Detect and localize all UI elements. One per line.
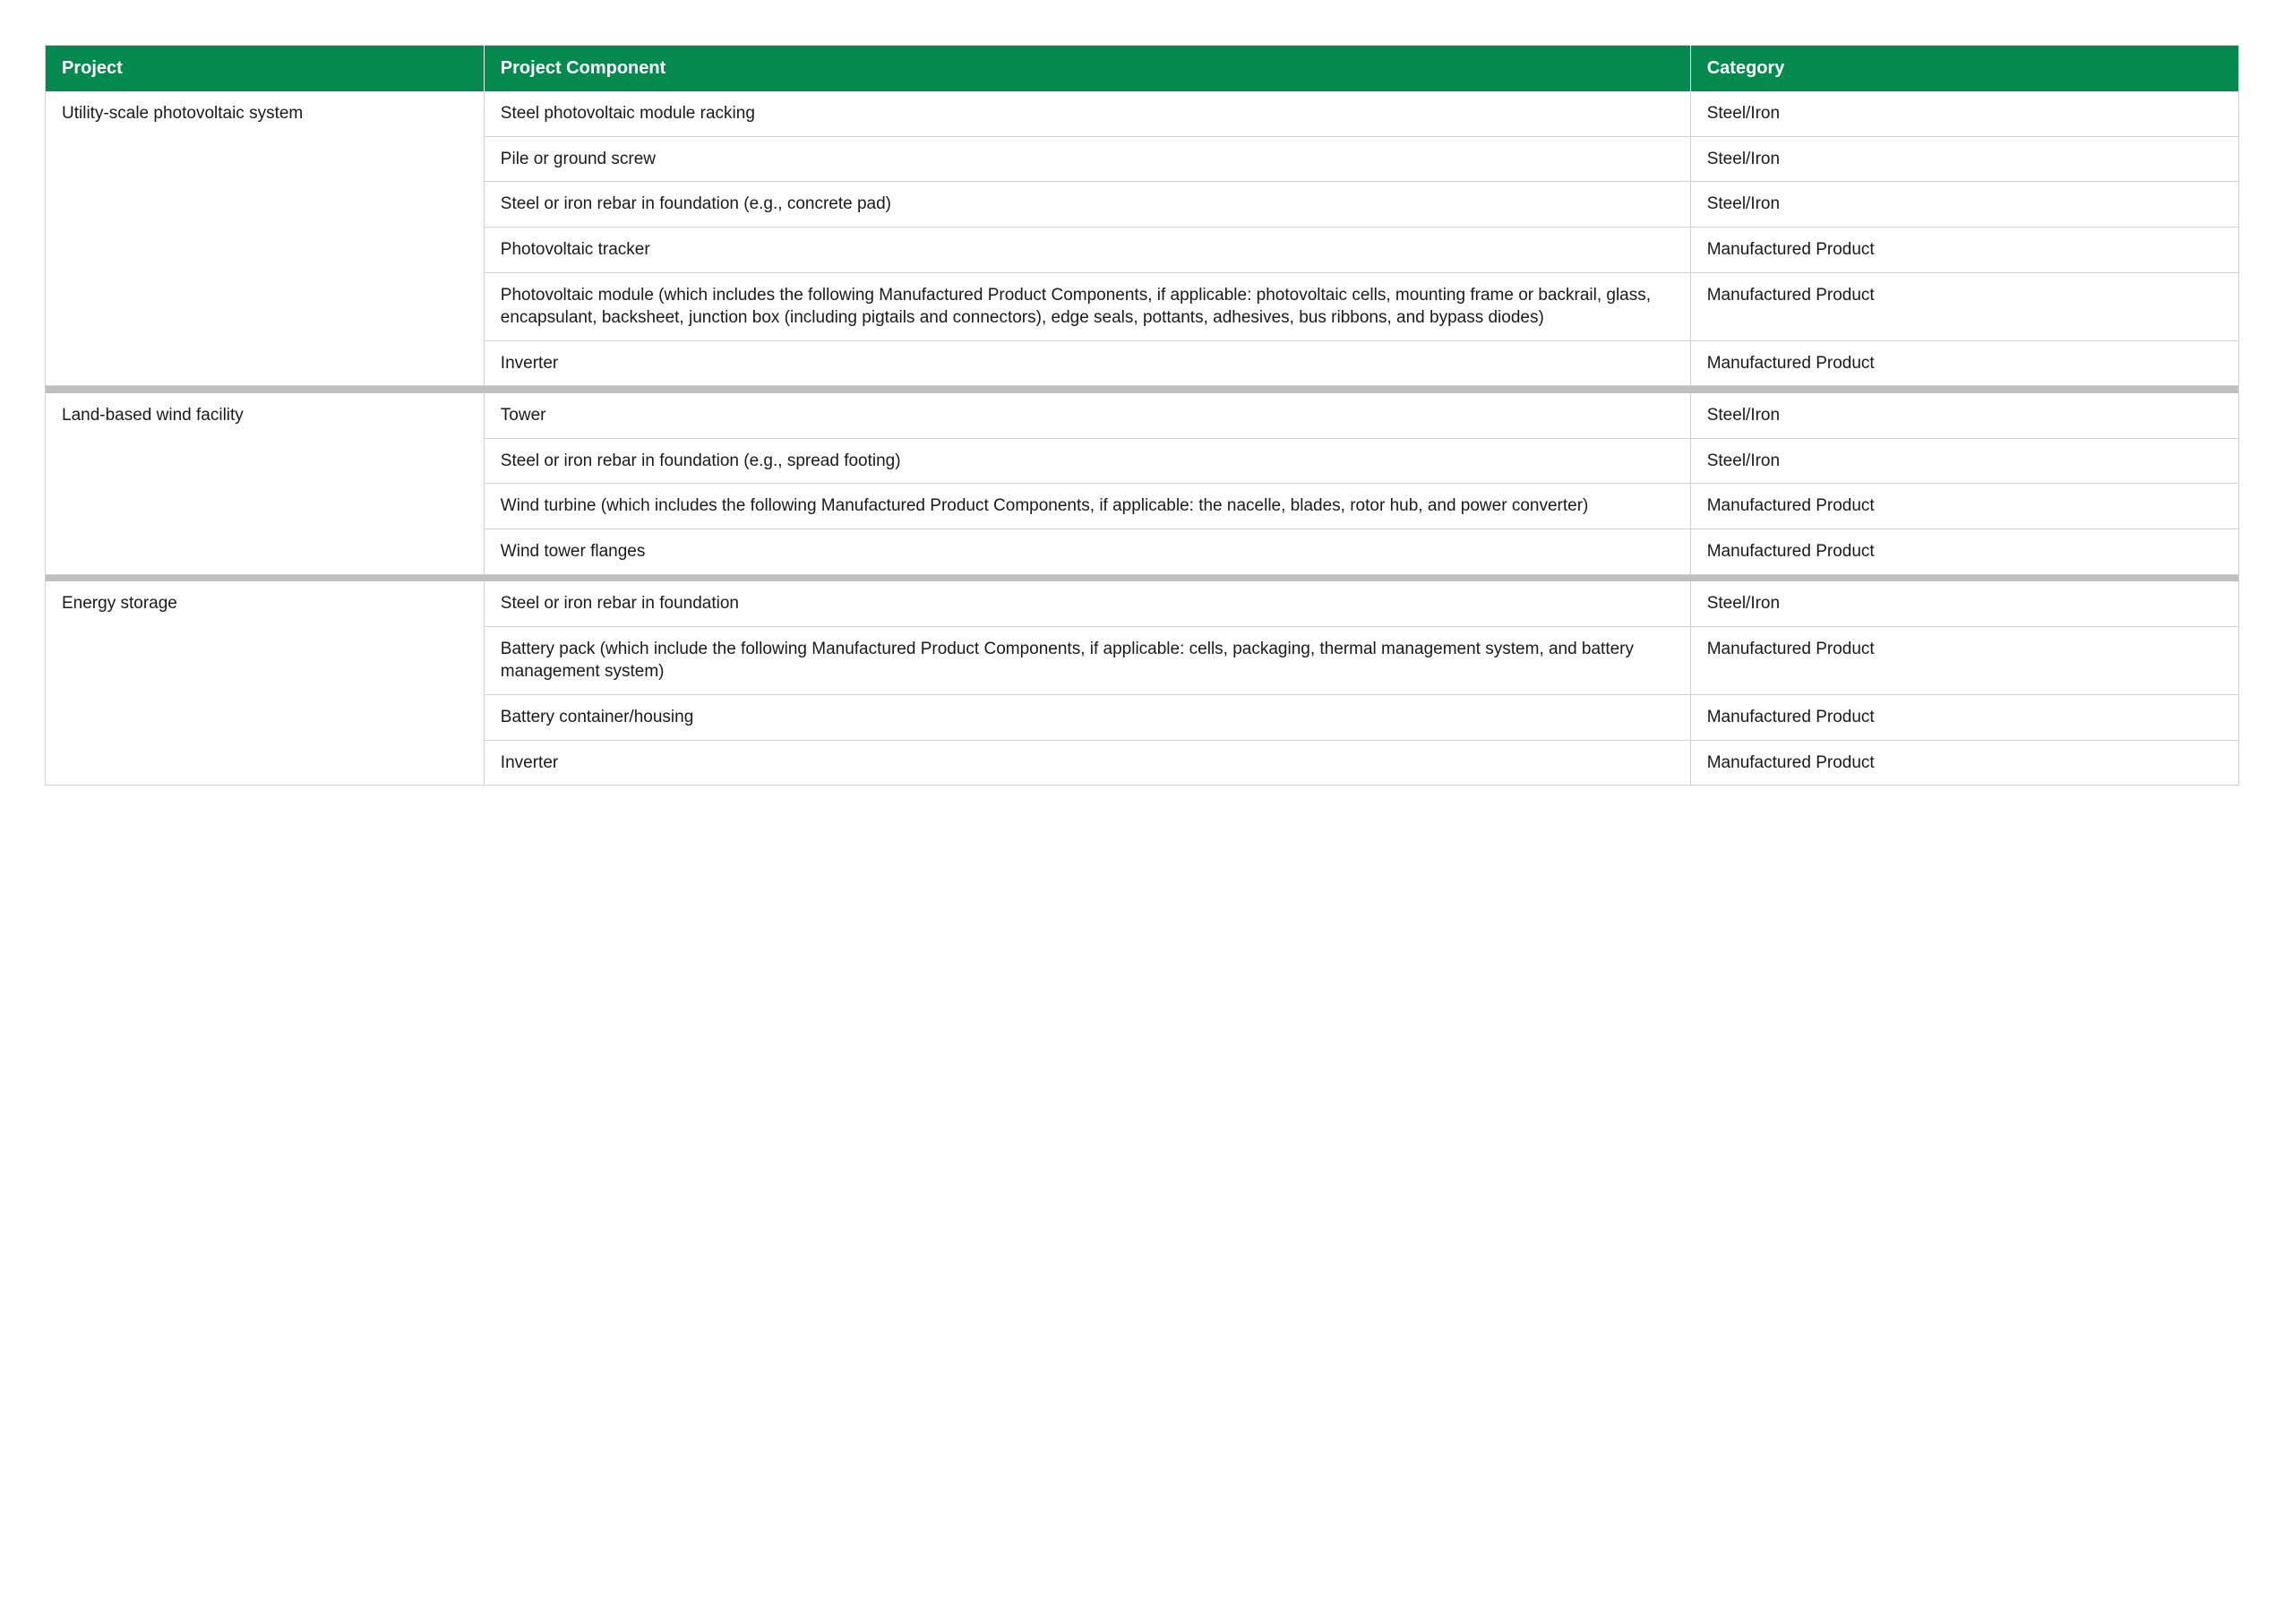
group-separator xyxy=(46,574,2239,581)
table-header-row: Project Project Component Category xyxy=(46,46,2239,92)
category-cell: Steel/Iron xyxy=(1690,393,2238,438)
table-row: Utility-scale photovoltaic systemSteel p… xyxy=(46,91,2239,136)
col-header-component: Project Component xyxy=(484,46,1690,92)
separator-cell xyxy=(46,386,2239,393)
col-header-category: Category xyxy=(1690,46,2238,92)
project-cell: Utility-scale photovoltaic system xyxy=(46,91,485,386)
component-cell: Inverter xyxy=(484,340,1690,386)
project-component-table: Project Project Component Category Utili… xyxy=(45,45,2239,786)
component-cell: Photovoltaic module (which includes the … xyxy=(484,272,1690,340)
col-header-project: Project xyxy=(46,46,485,92)
component-cell: Wind tower flanges xyxy=(484,528,1690,574)
group-separator xyxy=(46,386,2239,393)
separator-cell xyxy=(46,574,2239,581)
component-cell: Battery pack (which include the followin… xyxy=(484,626,1690,694)
component-cell: Pile or ground screw xyxy=(484,136,1690,182)
table-body: Utility-scale photovoltaic systemSteel p… xyxy=(46,91,2239,786)
category-cell: Steel/Iron xyxy=(1690,438,2238,484)
category-cell: Manufactured Product xyxy=(1690,528,2238,574)
project-cell: Energy storage xyxy=(46,581,485,786)
category-cell: Manufactured Product xyxy=(1690,694,2238,740)
component-cell: Tower xyxy=(484,393,1690,438)
category-cell: Manufactured Product xyxy=(1690,340,2238,386)
component-cell: Inverter xyxy=(484,740,1690,786)
category-cell: Manufactured Product xyxy=(1690,272,2238,340)
category-cell: Manufactured Product xyxy=(1690,484,2238,529)
project-cell: Land-based wind facility xyxy=(46,393,485,574)
category-cell: Steel/Iron xyxy=(1690,91,2238,136)
category-cell: Steel/Iron xyxy=(1690,182,2238,228)
category-cell: Manufactured Product xyxy=(1690,227,2238,272)
component-cell: Steel or iron rebar in foundation (e.g.,… xyxy=(484,182,1690,228)
component-cell: Steel or iron rebar in foundation xyxy=(484,581,1690,626)
table-row: Land-based wind facilityTowerSteel/Iron xyxy=(46,393,2239,438)
category-cell: Manufactured Product xyxy=(1690,740,2238,786)
component-cell: Battery container/housing xyxy=(484,694,1690,740)
table-row: Energy storageSteel or iron rebar in fou… xyxy=(46,581,2239,626)
component-cell: Photovoltaic tracker xyxy=(484,227,1690,272)
category-cell: Steel/Iron xyxy=(1690,581,2238,626)
category-cell: Steel/Iron xyxy=(1690,136,2238,182)
component-cell: Steel photovoltaic module racking xyxy=(484,91,1690,136)
component-cell: Wind turbine (which includes the followi… xyxy=(484,484,1690,529)
component-cell: Steel or iron rebar in foundation (e.g.,… xyxy=(484,438,1690,484)
category-cell: Manufactured Product xyxy=(1690,626,2238,694)
